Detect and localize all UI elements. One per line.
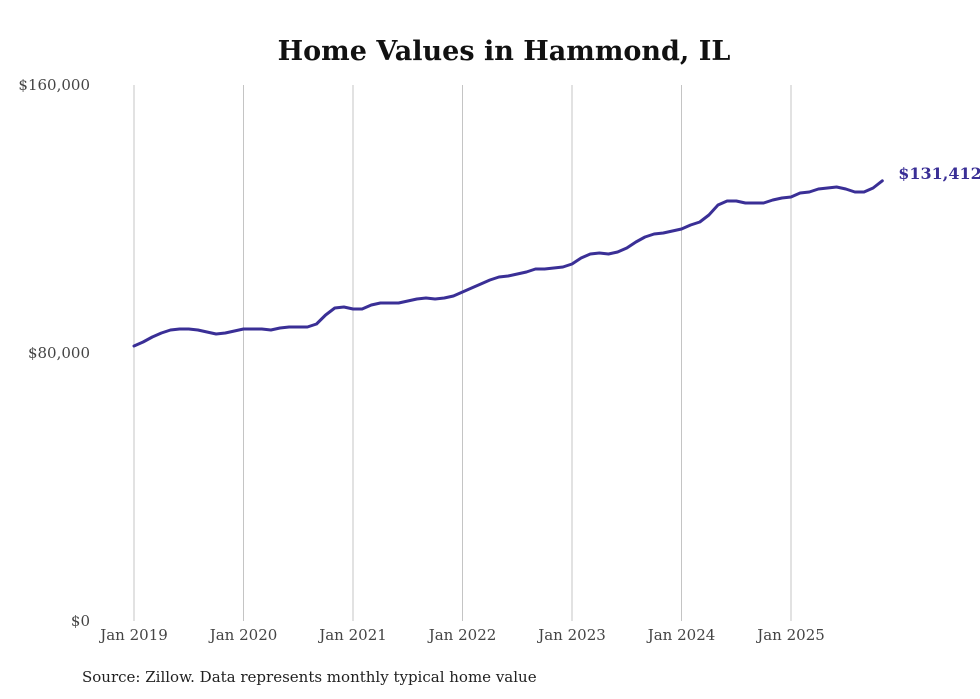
y-axis: $0 $80,000 $160,000 bbox=[18, 76, 90, 630]
source-note: Source: Zillow. Data represents monthly … bbox=[82, 668, 537, 686]
y-tick-label: $80,000 bbox=[28, 344, 90, 362]
chart-title: Home Values in Hammond, IL bbox=[278, 36, 731, 67]
end-value-label: $131,412 bbox=[898, 164, 980, 183]
x-axis: Jan 2019 Jan 2020 Jan 2021 Jan 2022 Jan 2023… bbox=[98, 626, 825, 644]
series-layer: $131,412 bbox=[132, 164, 980, 348]
x-tick-label: Jan 2021 bbox=[317, 626, 387, 644]
x-tick-label: Jan 2019 bbox=[98, 626, 168, 644]
x-tick-label: Jan 2020 bbox=[208, 626, 278, 644]
x-tick-label: Jan 2023 bbox=[536, 626, 606, 644]
series-line bbox=[132, 179, 884, 348]
x-tick-label: Jan 2022 bbox=[427, 626, 497, 644]
y-tick-label: $160,000 bbox=[18, 76, 90, 94]
x-tick-label: Jan 2025 bbox=[755, 626, 825, 644]
x-tick-label: Jan 2024 bbox=[646, 626, 716, 644]
y-tick-label: $0 bbox=[71, 612, 90, 630]
grid-lines bbox=[133, 85, 792, 621]
